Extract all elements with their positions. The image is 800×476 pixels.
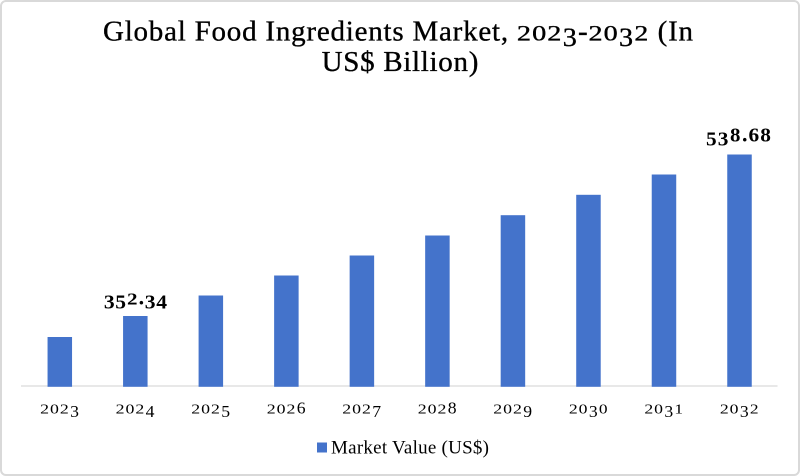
svg-text:202: 202	[116, 403, 146, 418]
svg-text:1: 1	[674, 403, 684, 418]
svg-text:0: 0	[599, 403, 609, 418]
svg-text:20: 20	[569, 403, 589, 418]
svg-text:34: 34	[145, 292, 168, 314]
svg-text:-: -	[578, 16, 588, 48]
svg-text:202: 202	[517, 22, 562, 46]
svg-text:2: 2	[750, 403, 760, 418]
svg-text:3: 3	[563, 22, 578, 52]
svg-text:9: 9	[523, 402, 533, 421]
svg-text:202: 202	[267, 403, 297, 418]
svg-text:202: 202	[40, 403, 70, 418]
svg-text:3: 3	[619, 22, 634, 52]
svg-text:.: .	[139, 285, 145, 310]
svg-text:8: 8	[448, 399, 458, 418]
svg-text:3: 3	[589, 402, 599, 421]
svg-text:202: 202	[191, 403, 221, 418]
svg-text:Market Value (US$): Market Value (US$)	[331, 437, 489, 458]
svg-text:(In: (In	[658, 16, 694, 48]
svg-text:4: 4	[146, 402, 156, 421]
svg-text:202: 202	[418, 403, 448, 418]
svg-text:202: 202	[493, 403, 523, 418]
svg-text:US$ Billion): US$ Billion)	[322, 46, 479, 78]
svg-text:6: 6	[297, 399, 307, 418]
svg-text:7: 7	[372, 402, 382, 421]
svg-text:3: 3	[740, 402, 750, 421]
svg-text:53: 53	[706, 128, 730, 150]
svg-text:3: 3	[70, 402, 80, 421]
svg-text:20: 20	[644, 403, 664, 418]
svg-text:Global Food Ingredients Market: Global Food Ingredients Market,	[103, 16, 509, 48]
svg-text:.: .	[742, 122, 749, 147]
svg-text:20: 20	[589, 22, 619, 46]
svg-text:2: 2	[127, 290, 138, 309]
svg-text:3: 3	[664, 402, 674, 421]
svg-text:20: 20	[720, 403, 740, 418]
svg-text:202: 202	[342, 403, 372, 418]
svg-text:35: 35	[104, 292, 127, 314]
svg-text:5: 5	[221, 402, 231, 421]
svg-text:2: 2	[634, 22, 649, 46]
svg-text:68: 68	[749, 125, 773, 147]
svg-text:8: 8	[730, 125, 742, 147]
